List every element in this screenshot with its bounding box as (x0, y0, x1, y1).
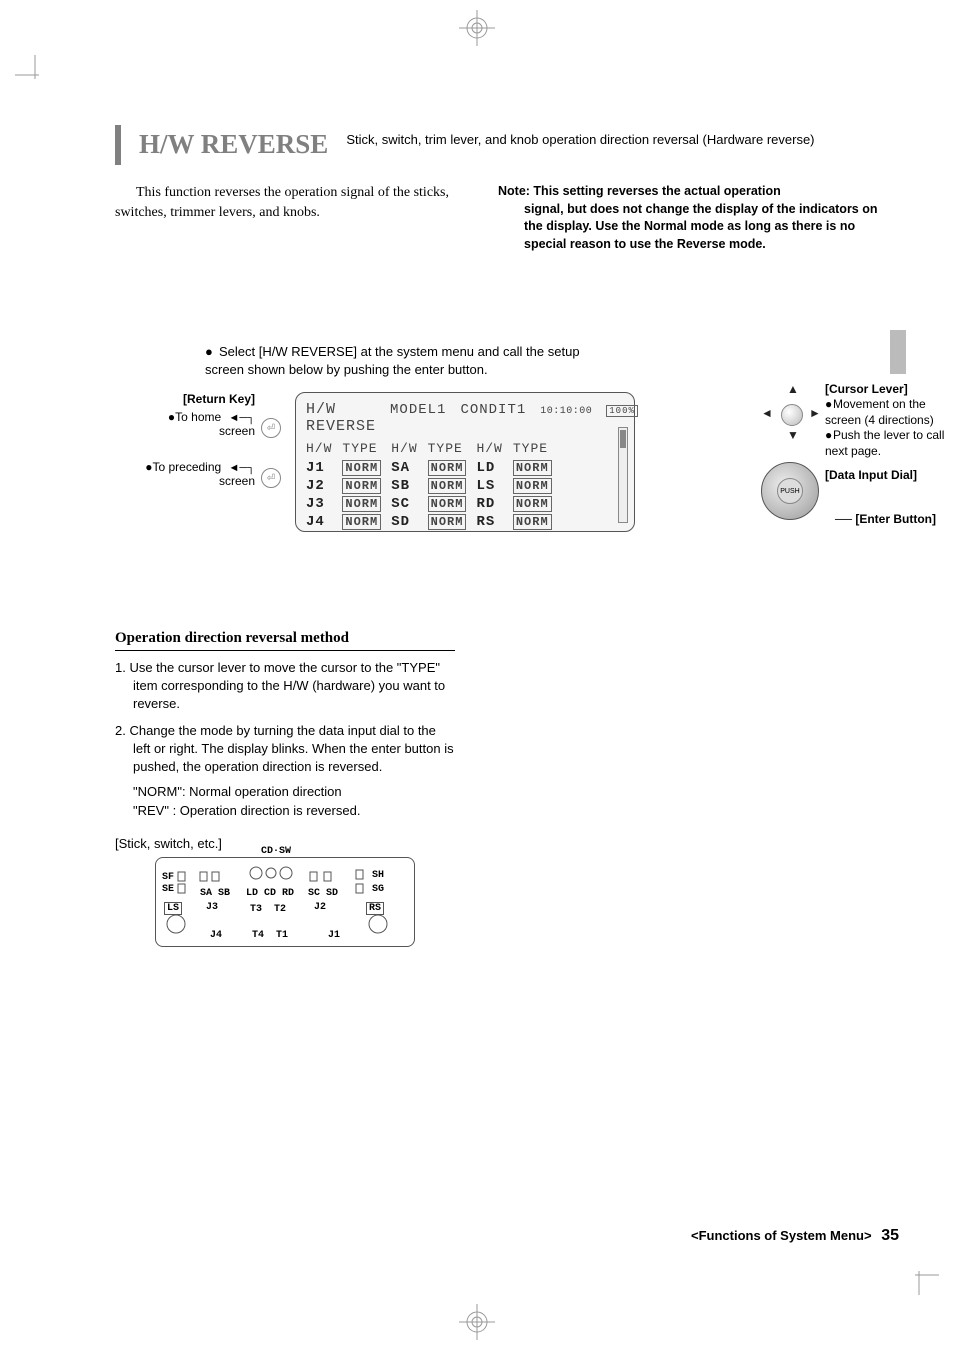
lcd-type: NORM (342, 496, 381, 512)
lcd-col-type-1: TYPE NORM NORM NORM NORM (342, 441, 381, 530)
lcd-col-hw-3: H/W LD LS RD RS (476, 441, 502, 530)
crop-mark-br-icon (899, 1255, 939, 1295)
lcd-col-hw-2: H/W SA SB SC SD (391, 441, 417, 530)
select-text: Select [H/W REVERSE] at the system menu … (205, 344, 580, 377)
lcd-cell: RD (476, 496, 502, 512)
cursor-desc-2: Push the lever to call next page. (825, 428, 944, 458)
lcd-cell: LS (476, 478, 502, 494)
method-step-1: 1. Use the cursor lever to move the curs… (115, 659, 455, 714)
lcd-type: NORM (513, 478, 552, 494)
intro-note: Note: This setting reverses the actual o… (498, 183, 885, 253)
method-rev: "REV" : Operation direction is reversed. (115, 803, 455, 818)
lcd-timestamp: 10:10:00 (540, 406, 592, 417)
registration-mark-top (457, 8, 497, 48)
lcd-type: NORM (513, 460, 552, 476)
cursor-desc-1: Movement on the screen (4 directions) (825, 397, 934, 427)
cursor-lever-desc: ●Movement on the screen (4 directions) ●… (825, 397, 954, 459)
lcd-col-type-2: TYPE NORM NORM NORM NORM (428, 441, 467, 530)
footer-section: <Functions of System Menu> (691, 1228, 872, 1243)
bullet-icon: ● (205, 343, 219, 361)
lcd-title: H/W REVERSE (306, 401, 376, 435)
page-footer: <Functions of System Menu> 35 (691, 1227, 899, 1245)
lcd-col-hw-1: H/W J1 J2 J3 J4 (306, 441, 332, 530)
controller-diagram: CD·SW SF SE LS SA SB J3 J4 LD CD RD T3 T… (155, 857, 415, 947)
lcd-cell: SC (391, 496, 417, 512)
method-step-2: 2. Change the mode by turning the data i… (115, 722, 455, 777)
controller-shapes-icon (156, 858, 416, 948)
home-button-icon: ⏎ (261, 418, 281, 438)
lcd-type: NORM (428, 496, 467, 512)
lcd-hdr: TYPE (513, 441, 552, 456)
lcd-cell: SB (391, 478, 417, 494)
lcd-hdr: H/W (306, 441, 332, 456)
lcd-type: NORM (428, 478, 467, 494)
lcd-grid: H/W J1 J2 J3 J4 TYPE NORM NORM NORM NORM… (306, 441, 624, 530)
note-lead: Note: (498, 184, 533, 198)
lcd-type: NORM (428, 460, 467, 476)
note-body-rest: signal, but does not change the display … (498, 201, 885, 254)
registration-mark-bottom (457, 1302, 497, 1342)
lcd-scrollbar (618, 427, 628, 523)
lcd-cell: J3 (306, 496, 332, 512)
lcd-type: NORM (513, 514, 552, 530)
cursor-lever-label: [Cursor Lever] (825, 382, 908, 396)
page-tab (890, 330, 906, 374)
lcd-battery: 100% (606, 405, 638, 417)
method-norm: "NORM": Normal operation direction (115, 784, 455, 799)
select-instruction: ●Select [H/W REVERSE] at the system menu… (205, 343, 585, 378)
title-row: H/W REVERSE Stick, switch, trim lever, a… (115, 125, 885, 165)
diagram-row: [Return Key] ●To home ◄─┐screen ⏎ ●To pr… (115, 392, 885, 572)
lcd-cell: J1 (306, 460, 332, 476)
lcd-cell: SD (391, 514, 417, 530)
lcd-condit: CONDIT1 (460, 402, 526, 418)
data-input-dial-icon: PUSH (761, 462, 819, 520)
lcd-type: NORM (342, 478, 381, 494)
intro-left: This function reverses the operation sig… (115, 183, 470, 253)
lcd-hdr: H/W (391, 441, 417, 456)
preceding-button-icon: ⏎ (261, 468, 281, 488)
lcd-header: H/W REVERSE MODEL1 CONDIT1 10:10:00 100% (306, 401, 624, 435)
return-key-label: [Return Key] (183, 392, 255, 406)
lcd-type: NORM (342, 460, 381, 476)
lcd-type: NORM (428, 514, 467, 530)
data-input-dial-label: [Data Input Dial] (825, 468, 917, 482)
to-preceding-label: ●To preceding ◄─┐screen (145, 460, 255, 488)
lcd-model: MODEL1 (390, 402, 446, 418)
footer-page-number: 35 (881, 1227, 899, 1244)
lcd-cell: J4 (306, 514, 332, 530)
push-label: PUSH (777, 478, 803, 504)
cd-top: CD·SW (261, 846, 291, 857)
method-heading: Operation direction reversal method (115, 630, 455, 651)
to-home-label: ●To home ◄─┐screen (168, 410, 255, 438)
title-bar (115, 125, 121, 165)
enter-button-label: ── [Enter Button] (835, 512, 936, 526)
lcd-hdr: H/W (476, 441, 502, 456)
lcd-cell: LD (476, 460, 502, 476)
lcd-hdr: TYPE (342, 441, 381, 456)
lcd-cell: RS (476, 514, 502, 530)
lcd-type: NORM (342, 514, 381, 530)
lcd-type: NORM (513, 496, 552, 512)
lcd-col-type-3: TYPE NORM NORM NORM NORM (513, 441, 552, 530)
lcd-cell: SA (391, 460, 417, 476)
page-content: H/W REVERSE Stick, switch, trim lever, a… (115, 125, 885, 947)
page-title: H/W REVERSE (139, 125, 328, 160)
lcd-screen: H/W REVERSE MODEL1 CONDIT1 10:10:00 100%… (295, 392, 635, 532)
page-subtitle: Stick, switch, trim lever, and knob oper… (346, 125, 885, 150)
note-body-first: This setting reverses the actual operati… (533, 184, 780, 198)
crop-mark-tl-icon (15, 55, 55, 95)
method-section: Operation direction reversal method 1. U… (115, 630, 455, 947)
lcd-hdr: TYPE (428, 441, 467, 456)
lcd-cell: J2 (306, 478, 332, 494)
intro-row: This function reverses the operation sig… (115, 183, 885, 253)
